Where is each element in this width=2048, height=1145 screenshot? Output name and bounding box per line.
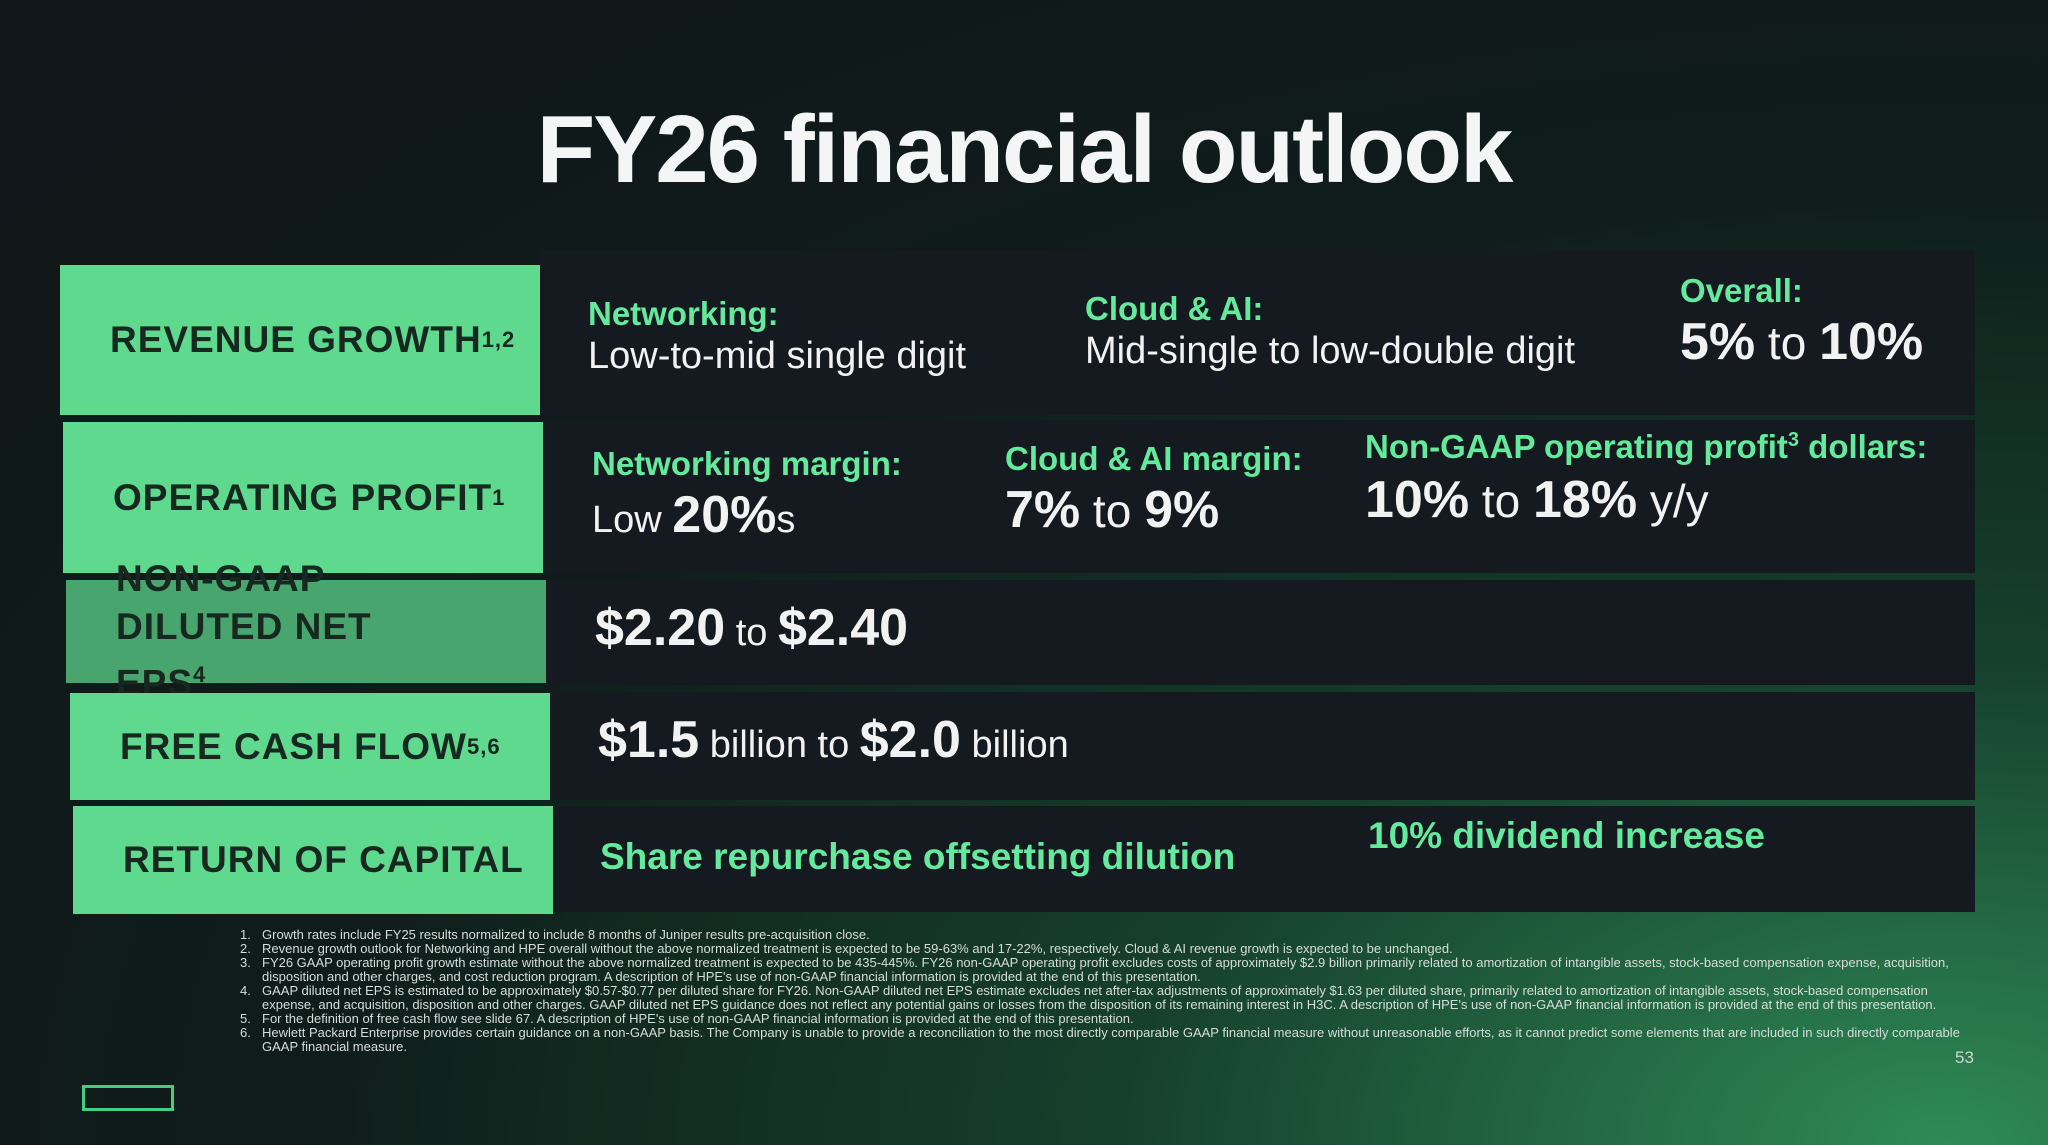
slide-title: FY26 financial outlook — [536, 96, 1514, 203]
value-text: to — [1469, 475, 1534, 527]
label-text: OPERATING PROFIT — [113, 476, 493, 518]
cell-heading: Non-GAAP operating profit3 dollars: — [1365, 428, 1927, 466]
label-text: REVENUE GROWTH — [110, 319, 482, 360]
label-text: FREE CASH FLOW — [120, 725, 467, 767]
cell-heading: Cloud & AI: — [1085, 290, 1264, 327]
value-bold: 9% — [1144, 481, 1220, 539]
row-label: REVENUE GROWTH 1,2 — [60, 265, 540, 415]
logo — [82, 1085, 174, 1111]
value-bold: 10% — [1819, 313, 1924, 371]
value-text: Low — [592, 499, 673, 541]
cell-value: Low-to-mid single digit — [588, 335, 967, 377]
row-label: RETURN OF CAPITAL — [73, 806, 553, 914]
value-text: y/y — [1637, 475, 1709, 527]
footnote-text: Hewlett Packard Enterprise provides cert… — [262, 1025, 1960, 1054]
value-bold: $2.0 — [859, 711, 961, 769]
row-panel — [540, 806, 1975, 912]
value-text: billion to — [699, 724, 860, 766]
cell-value: $2.20 to $2.40 — [595, 598, 908, 658]
cell-value: Mid-single to low-double digit — [1085, 330, 1576, 372]
value-bold: 10% — [1365, 471, 1470, 529]
cell-value: 7% to 9% — [1005, 480, 1219, 540]
row-panel — [540, 250, 1975, 415]
footnote: 2. Revenue growth outlook for Networking … — [240, 942, 1960, 956]
footnote-number: 4. — [240, 983, 251, 998]
footnotes: 1. Growth rates include FY25 results norm… — [240, 928, 1960, 1054]
value-bold: $2.40 — [777, 599, 909, 657]
footnote-ref: 5,6 — [466, 733, 501, 759]
footnote: 6. Hewlett Packard Enterprise provides ce… — [240, 1026, 1960, 1054]
footnote: 1. Growth rates include FY25 results norm… — [240, 928, 1960, 942]
value-bold: $1.5 — [598, 711, 700, 769]
cell-heading: Networking margin: — [592, 445, 902, 482]
heading-text: dollars: — [1799, 428, 1928, 465]
footnote-text: GAAP diluted net EPS is estimated to be … — [262, 983, 1937, 1012]
value-text: to — [1755, 317, 1820, 369]
heading-text: Non-GAAP operating profit — [1365, 428, 1788, 465]
footnote: 3. FY26 GAAP operating profit growth esti… — [240, 956, 1960, 984]
footnote-text: For the definition of free cash flow see… — [262, 1011, 1134, 1026]
cell-heading: Cloud & AI margin: — [1005, 440, 1303, 477]
footnote-text: Revenue growth outlook for Networking an… — [262, 941, 1453, 956]
footnote-text: Growth rates include FY25 results normal… — [262, 927, 870, 942]
value-text: billion — [960, 724, 1069, 766]
footnote: 4. GAAP diluted net EPS is estimated to b… — [240, 984, 1960, 1012]
cell-heading: Networking: — [588, 295, 779, 332]
row-label: OPERATING PROFIT 1 — [63, 422, 543, 573]
cell-heading: Overall: — [1680, 272, 1803, 309]
cell-heading: 10% dividend increase — [1368, 815, 1765, 856]
footnote-number: 5. — [240, 1011, 251, 1026]
footnote-ref: 1 — [492, 484, 506, 510]
label-text: RETURN OF CAPITAL — [123, 839, 524, 880]
footnote-number: 1. — [240, 927, 251, 942]
cell-value: Low 20%s — [592, 485, 795, 545]
footnote: 5. For the definition of free cash flow s… — [240, 1012, 1960, 1026]
value-bold: 20% — [672, 486, 777, 544]
value-bold: 18% — [1533, 471, 1638, 529]
footnote-ref: 3 — [1787, 429, 1799, 451]
row-panel — [540, 420, 1975, 573]
row-label: NON-GAAP DILUTED NET EPS4 — [66, 558, 546, 704]
footnote-number: 2. — [240, 941, 251, 956]
footnote-ref: 4 — [193, 662, 207, 688]
row-panel — [540, 692, 1975, 800]
cell-heading: Share repurchase offsetting dilution — [600, 836, 1236, 877]
row-panel — [540, 580, 1975, 685]
value-bold: $2.20 — [595, 599, 726, 657]
value-text: to — [1080, 485, 1145, 537]
cell-value: 10% to 18% y/y — [1365, 470, 1709, 530]
cell-value: 5% to 10% — [1680, 312, 1923, 372]
page-number: 53 — [1955, 1048, 1974, 1067]
label-text: NON-GAAP DILUTED NET EPS — [116, 558, 372, 704]
value-text: to — [725, 612, 778, 654]
row-label: FREE CASH FLOW 5,6 — [70, 693, 550, 800]
footnote-text: FY26 GAAP operating profit growth estima… — [262, 955, 1949, 984]
value-bold: 5% — [1680, 313, 1756, 371]
value-text: s — [776, 499, 796, 541]
footnote-number: 3. — [240, 955, 251, 970]
value-bold: 7% — [1005, 481, 1081, 539]
cell-value: $1.5 billion to $2.0 billion — [598, 710, 1069, 770]
footnote-number: 6. — [240, 1025, 251, 1040]
footnote-ref: 1,2 — [481, 327, 516, 352]
